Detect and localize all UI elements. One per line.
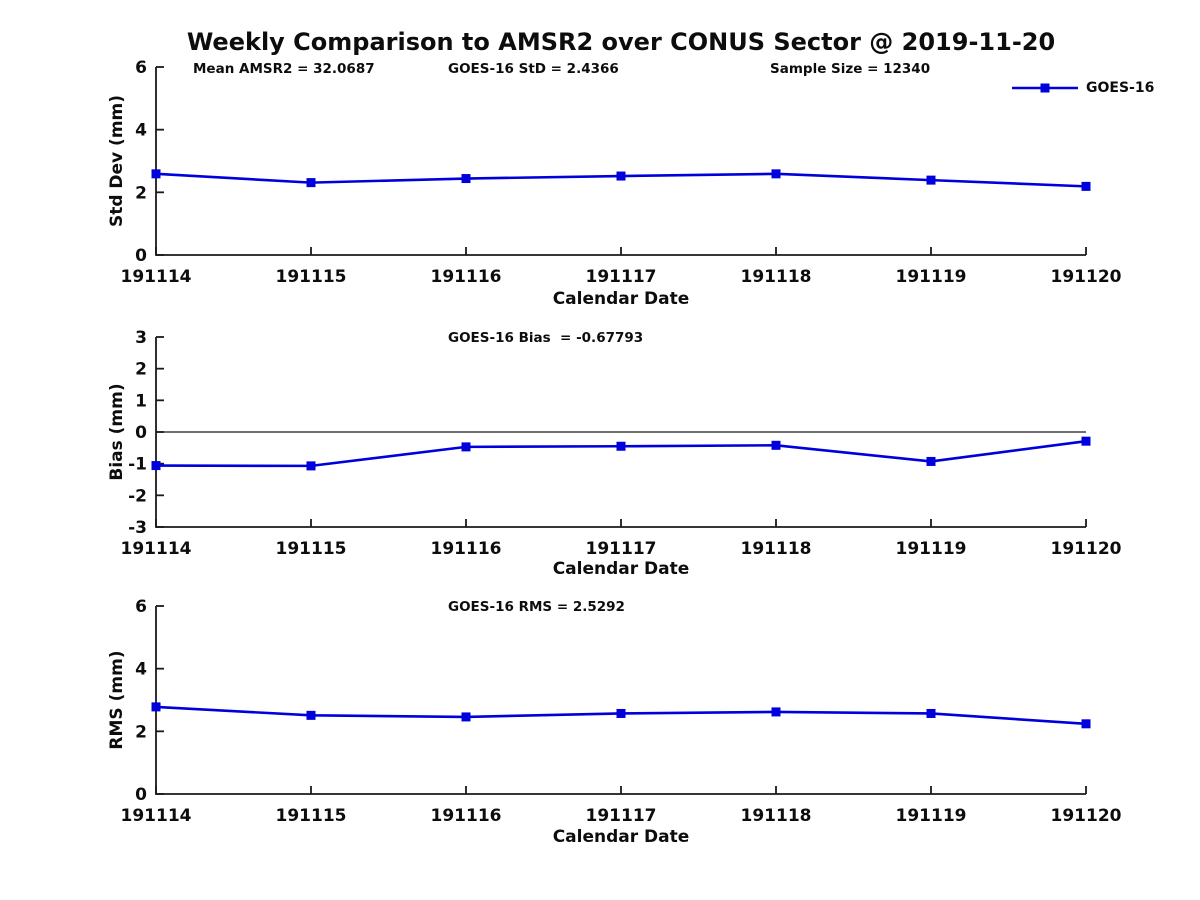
svg-text:4: 4 [135,660,147,680]
svg-text:191115: 191115 [276,267,347,287]
svg-text:191119: 191119 [896,267,967,287]
page-title: Weekly Comparison to AMSR2 over CONUS Se… [186,28,1056,56]
xlabel-std-dev: Calendar Date [552,289,690,309]
svg-text:191120: 191120 [1051,539,1122,559]
svg-text:0: 0 [135,423,147,443]
svg-text:191119: 191119 [896,539,967,559]
legend-label: GOES-16 [1086,80,1155,96]
svg-text:1: 1 [135,391,147,411]
svg-text:191117: 191117 [586,806,657,826]
svg-text:2: 2 [135,722,147,742]
svg-text:191114: 191114 [121,267,192,287]
svg-text:191118: 191118 [741,806,812,826]
svg-text:3: 3 [135,328,147,348]
annotation-sample-size: Sample Size = 12340 [770,61,931,77]
svg-text:191119: 191119 [896,806,967,826]
svg-text:191118: 191118 [741,267,812,287]
svg-text:191114: 191114 [121,806,192,826]
svg-text:6: 6 [135,58,147,78]
svg-text:191114: 191114 [121,539,192,559]
svg-text:-2: -2 [128,486,147,506]
svg-text:0: 0 [135,246,147,266]
svg-text:6: 6 [135,597,147,617]
xlabel-bias: Calendar Date [552,559,690,579]
svg-text:-3: -3 [128,518,147,538]
annotation-goes16-std: GOES-16 StD = 2.4366 [448,61,619,77]
svg-text:191120: 191120 [1051,267,1122,287]
svg-text:4: 4 [135,121,147,141]
svg-text:0: 0 [135,785,147,805]
svg-text:191116: 191116 [431,539,502,559]
svg-text:191115: 191115 [276,539,347,559]
svg-text:191118: 191118 [741,539,812,559]
annotation-mean-amsr2: Mean AMSR2 = 32.0687 [193,61,375,77]
legend-line-icon [1012,83,1078,93]
xlabel-rms: Calendar Date [552,827,690,847]
svg-text:191116: 191116 [431,806,502,826]
svg-text:191117: 191117 [586,539,657,559]
legend: GOES-16 [1012,80,1154,96]
annotation-goes16-bias: GOES-16 Bias = -0.67793 [448,330,644,346]
svg-text:191115: 191115 [276,806,347,826]
svg-text:191117: 191117 [586,267,657,287]
svg-text:191120: 191120 [1051,806,1122,826]
annotation-goes16-rms: GOES-16 RMS = 2.5292 [448,599,625,615]
svg-text:2: 2 [135,183,147,203]
svg-text:-1: -1 [128,455,147,475]
svg-text:191116: 191116 [431,267,502,287]
svg-text:2: 2 [135,360,147,380]
